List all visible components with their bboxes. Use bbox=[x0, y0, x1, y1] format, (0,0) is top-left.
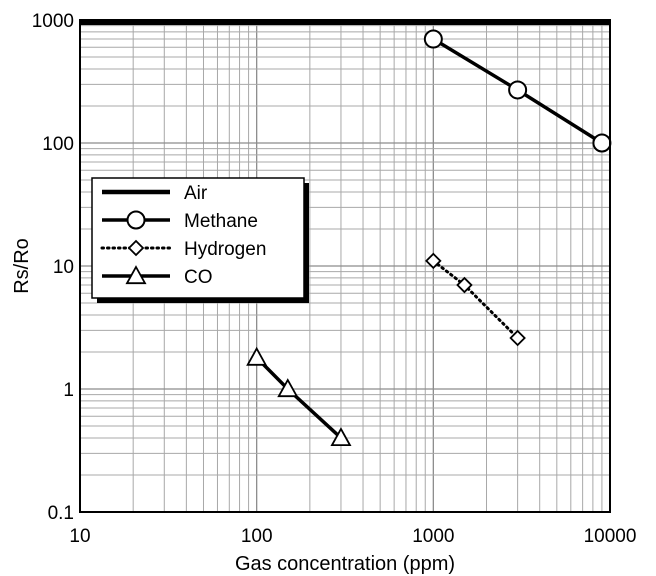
x-tick-label: 10000 bbox=[584, 526, 637, 547]
y-tick-label: 0.1 bbox=[48, 503, 74, 524]
series-line bbox=[431, 259, 520, 340]
y-tick-label: 10 bbox=[53, 257, 74, 278]
circle-marker bbox=[508, 80, 528, 100]
legend-label: Air bbox=[184, 183, 208, 204]
diamond-marker bbox=[456, 276, 473, 294]
tick-labels: 10 100 1000 10000 0.1 1 10 100 1000 bbox=[32, 11, 637, 547]
diamond-marker bbox=[127, 239, 145, 257]
y-tick-label: 1 bbox=[63, 380, 74, 401]
legend-label: CO bbox=[184, 267, 213, 288]
triangle-marker bbox=[125, 265, 147, 285]
x-axis-label: Gas concentration (ppm) bbox=[235, 553, 455, 575]
y-axis-label: Rs/Ro bbox=[11, 238, 33, 294]
x-tick-label: 10 bbox=[69, 526, 90, 547]
triangle-marker bbox=[277, 378, 299, 398]
series-hydrogen bbox=[425, 252, 526, 347]
legend-box bbox=[91, 177, 305, 299]
legend: Air Methane Hydrogen CO bbox=[91, 177, 309, 303]
triangle-marker bbox=[330, 427, 352, 447]
grid bbox=[79, 20, 610, 513]
diamond-marker bbox=[425, 252, 442, 270]
diamond-marker bbox=[509, 329, 526, 347]
legend-label: Hydrogen bbox=[184, 239, 266, 260]
series-layer bbox=[80, 20, 612, 447]
circle-marker bbox=[423, 29, 443, 49]
circle-marker bbox=[126, 210, 146, 230]
triangle-marker bbox=[246, 346, 268, 366]
x-tick-label: 1000 bbox=[412, 526, 454, 547]
plot-border bbox=[79, 19, 611, 513]
x-tick-label: 100 bbox=[241, 526, 273, 547]
series-methane bbox=[423, 29, 612, 153]
y-tick-label: 1000 bbox=[32, 11, 74, 32]
y-tick-label: 100 bbox=[42, 134, 74, 155]
legend-label: Methane bbox=[184, 211, 258, 232]
circle-marker bbox=[592, 133, 612, 153]
series-co bbox=[246, 346, 352, 447]
